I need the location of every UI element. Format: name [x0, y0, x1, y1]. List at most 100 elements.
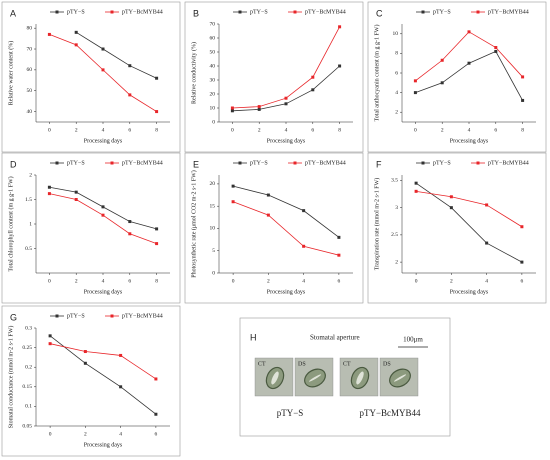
genotype-label: pTY−BcMYB44 [359, 408, 421, 418]
x-axis-label: Processing days [84, 289, 123, 295]
series-line [415, 182, 523, 263]
x-tick-label: 4 [285, 127, 288, 133]
stoma-pore [393, 374, 407, 382]
point [74, 30, 78, 34]
legend-label: pTY−BcMYB44 [122, 160, 163, 166]
legend-marker [476, 161, 480, 165]
y-tick-label: 2 [395, 109, 398, 115]
legend-label: pTY−BcMYB44 [488, 9, 529, 15]
point [521, 98, 525, 102]
point [440, 58, 444, 62]
point [520, 225, 524, 229]
point [101, 213, 105, 217]
genotype-label: pTY−S [277, 408, 304, 418]
point [47, 32, 51, 36]
panel-label: B [193, 8, 199, 18]
y-tick-label: 0 [212, 119, 215, 125]
panel-frame [367, 152, 547, 304]
point [155, 227, 159, 231]
x-tick-label: 4 [102, 127, 105, 133]
image-label: DS [383, 361, 391, 367]
stoma-pore [271, 371, 279, 385]
point [155, 76, 159, 80]
point [230, 109, 234, 113]
image-panel: H Stomatal aperture 100μm CT DS CT DS pTY−S… [239, 317, 451, 437]
x-tick-label: 0 [48, 278, 51, 284]
y-tick-label: 6 [395, 70, 398, 76]
point [119, 385, 123, 389]
x-tick-label: 0 [414, 127, 417, 133]
x-tick-label: 8 [521, 127, 524, 133]
point [74, 190, 78, 194]
point [494, 49, 498, 53]
point [231, 200, 235, 204]
point [311, 88, 315, 92]
point [74, 198, 78, 201]
x-tick-label: 4 [485, 278, 488, 284]
legend-marker [238, 161, 242, 165]
point [413, 91, 417, 95]
legend-marker [110, 161, 114, 165]
series-line [75, 32, 157, 79]
point [266, 213, 270, 217]
point [414, 181, 418, 185]
x-tick-label: 2 [258, 127, 261, 133]
legend-label: pTY−BcMYB44 [122, 9, 163, 15]
point [155, 110, 159, 114]
y-tick-label: 2 [395, 259, 398, 265]
x-axis-label: Processing days [84, 442, 123, 448]
legend-marker [110, 314, 114, 318]
point [47, 185, 51, 189]
series-line [50, 343, 157, 380]
x-axis-label: Processing days [450, 289, 489, 295]
x-tick-label: 6 [128, 127, 131, 133]
stoma-pore [308, 374, 322, 382]
y-tick-label: 3 [395, 205, 398, 211]
x-tick-label: 8 [338, 127, 341, 133]
point [154, 377, 158, 381]
x-tick-label: 6 [494, 127, 497, 133]
point [154, 412, 158, 416]
panel-frame [184, 152, 364, 304]
point [414, 189, 418, 193]
x-tick-label: 0 [415, 278, 418, 284]
y-tick-label: 0.15 [22, 384, 32, 390]
stoma-pore [356, 371, 364, 385]
point [338, 64, 342, 68]
y-tick-label: 80 [27, 25, 33, 31]
legend-marker [421, 161, 425, 165]
x-tick-label: 2 [75, 278, 78, 284]
point [101, 205, 105, 209]
x-tick-label: 2 [84, 431, 87, 437]
x-axis-label: Processing days [84, 138, 123, 144]
x-tick-label: 0 [49, 431, 52, 437]
point [449, 195, 453, 199]
stomata-image [379, 357, 419, 397]
point [302, 209, 306, 213]
point [467, 30, 471, 34]
legend-label: pTY−S [67, 313, 85, 319]
x-tick-label: 2 [267, 278, 270, 284]
series-line [49, 335, 157, 415]
panel-label: G [10, 312, 17, 322]
x-tick-label: 8 [155, 278, 158, 284]
point [74, 43, 78, 47]
point [521, 75, 525, 79]
y-tick-label: 0 [212, 270, 215, 276]
legend-label: pTY−BcMYB44 [305, 9, 346, 15]
point [302, 244, 306, 248]
panel-label: A [10, 8, 16, 18]
point [101, 68, 105, 72]
y-tick-label: 2 [29, 172, 32, 178]
series-line [416, 190, 523, 228]
panel-frame [1, 305, 181, 457]
point [257, 107, 261, 111]
point [128, 93, 132, 97]
y-axis-label: Transpiration rate (mmol m-2 s-1 FW) [373, 178, 380, 271]
point [128, 220, 132, 224]
x-tick-label: 6 [128, 278, 131, 284]
y-tick-label: 3.5 [391, 178, 398, 184]
y-tick-label: 0.05 [22, 423, 32, 429]
y-tick-label: 0.3 [25, 325, 32, 331]
point [119, 353, 123, 357]
